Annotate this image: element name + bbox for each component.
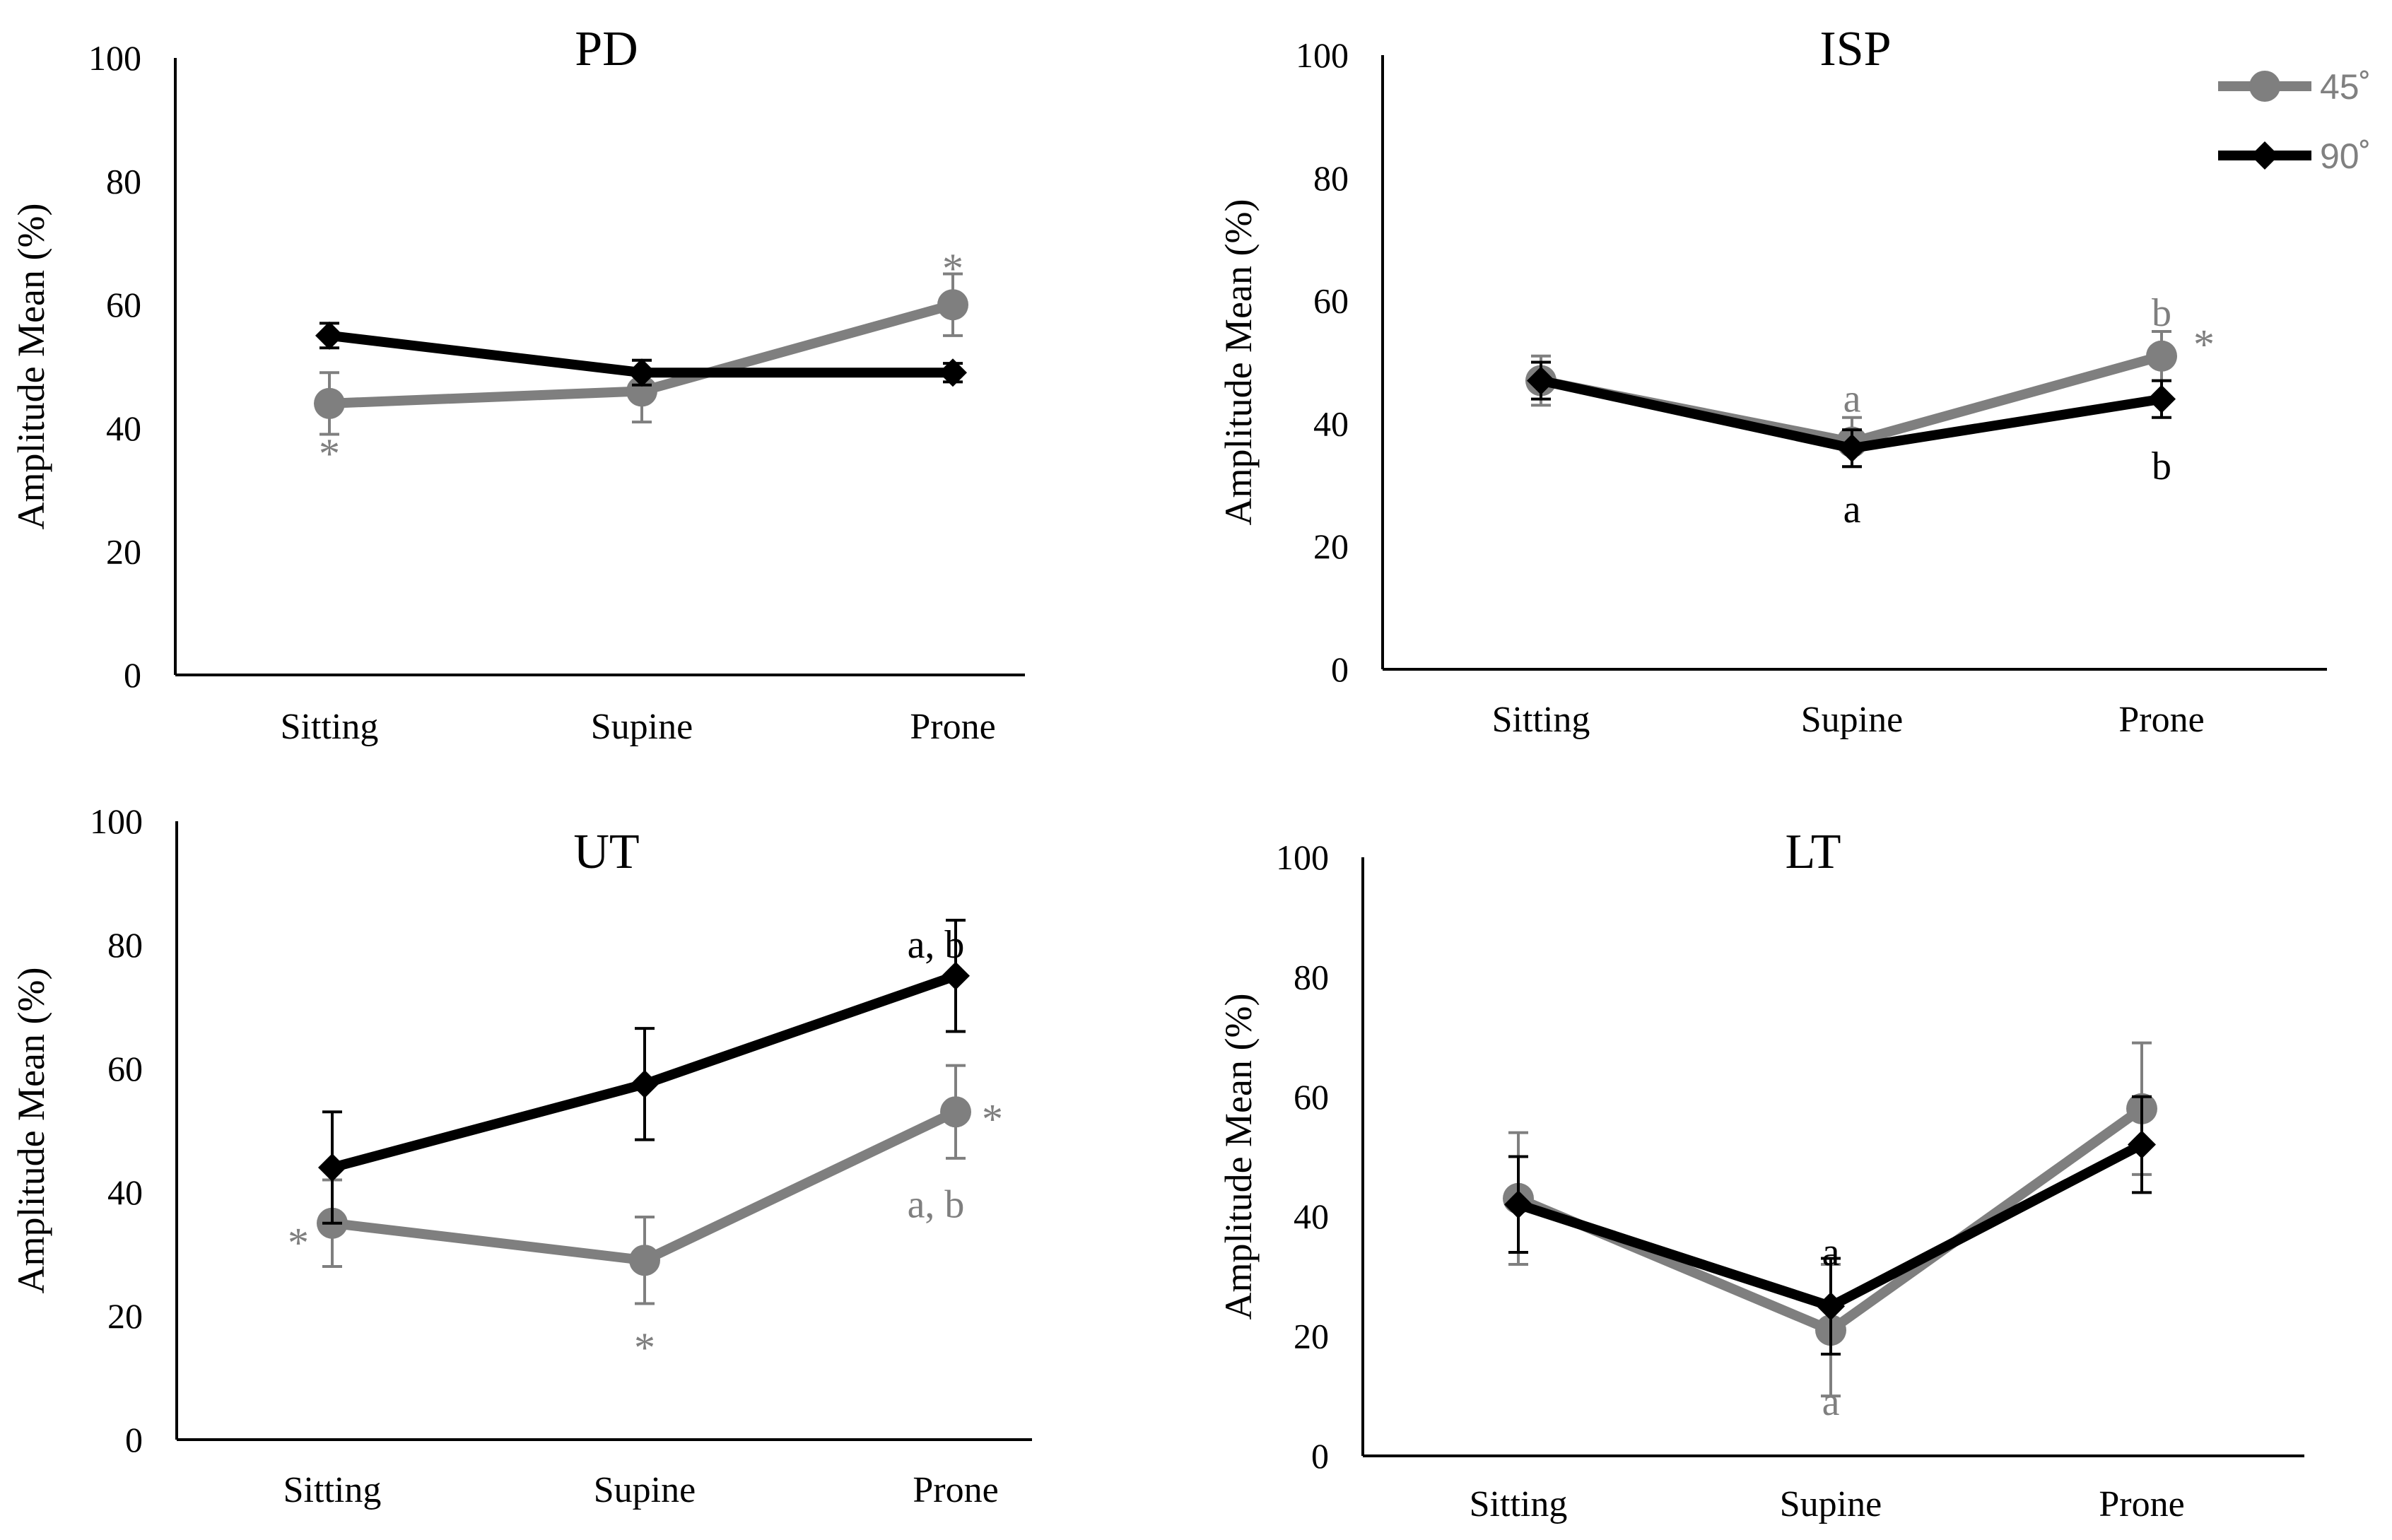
series-90-deg [318, 919, 970, 1225]
data-point-diamond [1817, 1292, 1845, 1321]
annotation-label: a [1843, 488, 1861, 531]
chart-panel-lt: LT 0 20 40 60 80 100 Sitting Supine Prone Amplitud… [1217, 825, 2304, 1524]
chart-panel-isp: ISP 0 20 40 60 80 100 Sitting Supine Prone Amplitu… [1217, 22, 2327, 740]
data-point-circle [629, 1245, 660, 1276]
annotation-label: a, b [908, 923, 965, 967]
data-point-diamond [1527, 366, 1555, 395]
legend-label: 90˚ [2320, 136, 2371, 176]
y-tick-label: 0 [1331, 649, 1349, 689]
panel-title: ISP [1819, 22, 1891, 76]
chart-panel-ut: UT 0 20 40 60 80 100 Sitting Supine Prone Amplitud… [10, 801, 1032, 1510]
annotation-label: * [634, 1324, 655, 1371]
data-point-diamond [942, 961, 970, 990]
y-tick-label: 20 [107, 1296, 143, 1336]
x-category-label: Supine [591, 707, 693, 747]
x-category-label: Prone [913, 1470, 998, 1510]
annotation-label: b [2152, 445, 2171, 488]
series-45-deg [317, 1064, 971, 1305]
y-tick-label: 60 [1294, 1077, 1329, 1117]
legend-label: 45˚ [2320, 67, 2371, 107]
panel-title: PD [575, 22, 638, 76]
y-tick-label: 100 [88, 38, 141, 78]
annotation-label: a [1822, 1230, 1840, 1274]
y-tick-label: 20 [1313, 527, 1349, 566]
data-point-diamond [315, 321, 344, 350]
y-tick-label: 60 [1313, 281, 1349, 321]
y-tick-label: 20 [106, 531, 141, 571]
y-tick-label: 0 [124, 655, 141, 695]
y-tick-label: 0 [1311, 1436, 1329, 1476]
x-category-label: Sitting [281, 707, 379, 747]
chart-legend: 45˚ 90˚ [2218, 67, 2371, 176]
annotation-label: * [942, 245, 963, 292]
x-category-label: Prone [2118, 700, 2204, 740]
y-tick-label: 20 [1294, 1317, 1329, 1356]
panel-title: UT [573, 825, 639, 879]
x-category-label: Sitting [1492, 700, 1590, 740]
y-tick-label: 80 [107, 925, 143, 965]
y-tick-label: 40 [1313, 404, 1349, 443]
annotation-label: * [2193, 322, 2215, 368]
y-axis-title: Amplitude Mean (%) [10, 968, 52, 1294]
panel-title: LT [1785, 825, 1841, 879]
y-tick-label: 100 [1296, 35, 1349, 75]
y-tick-label: 80 [1294, 957, 1329, 997]
data-point-diamond [318, 1153, 346, 1182]
y-axis-title: Amplitude Mean (%) [1217, 199, 1260, 526]
y-tick-label: 100 [1276, 837, 1329, 877]
data-point-circle [314, 387, 345, 419]
data-point-diamond [2147, 384, 2176, 413]
x-category-label: Sitting [1470, 1484, 1568, 1524]
legend-marker-circle [2249, 71, 2280, 102]
annotation-label: * [319, 430, 340, 477]
y-axis-title: Amplitude Mean (%) [1217, 994, 1260, 1320]
x-category-label: Prone [910, 707, 995, 747]
data-point-circle [937, 289, 968, 321]
data-point-diamond [1504, 1190, 1532, 1219]
y-tick-label: 80 [106, 162, 141, 201]
annotation-label: b [2152, 291, 2171, 335]
y-axis-title: Amplitude Mean (%) [10, 204, 52, 530]
series-45-deg [314, 272, 968, 436]
series-90-deg [1504, 1095, 2156, 1356]
data-point-diamond [628, 358, 656, 387]
legend-marker-diamond [2251, 141, 2279, 170]
x-category-label: Supine [1780, 1484, 1882, 1524]
y-tick-label: 40 [107, 1172, 143, 1212]
x-category-label: Prone [2099, 1484, 2184, 1524]
x-category-label: Supine [594, 1470, 696, 1510]
data-point-diamond [2128, 1130, 2156, 1159]
annotation-label: * [982, 1095, 1003, 1142]
y-tick-label: 60 [107, 1049, 143, 1088]
annotation-label: * [288, 1219, 309, 1266]
data-point-diamond [631, 1069, 659, 1098]
x-category-label: Supine [1801, 700, 1903, 740]
y-tick-label: 40 [106, 408, 141, 448]
x-category-label: Sitting [283, 1470, 382, 1510]
data-point-diamond [939, 358, 967, 387]
series-90-deg [1527, 360, 2176, 469]
annotation-label: a, b [908, 1183, 965, 1227]
y-tick-label: 60 [106, 285, 141, 324]
data-point-circle [2146, 340, 2177, 372]
data-point-diamond [1838, 434, 1866, 463]
chart-panel-pd: PD 0 20 40 60 80 100 Sitting Supine Prone Amplitud… [10, 22, 1025, 747]
data-point-circle [940, 1096, 971, 1128]
annotation-label: a [1843, 377, 1861, 421]
y-tick-label: 40 [1294, 1197, 1329, 1236]
data-point-circle [626, 375, 657, 407]
y-tick-label: 80 [1313, 158, 1349, 198]
y-tick-label: 0 [125, 1420, 143, 1459]
y-tick-label: 100 [90, 801, 143, 841]
series-90-deg [315, 321, 967, 387]
annotation-label: a [1822, 1380, 1840, 1424]
